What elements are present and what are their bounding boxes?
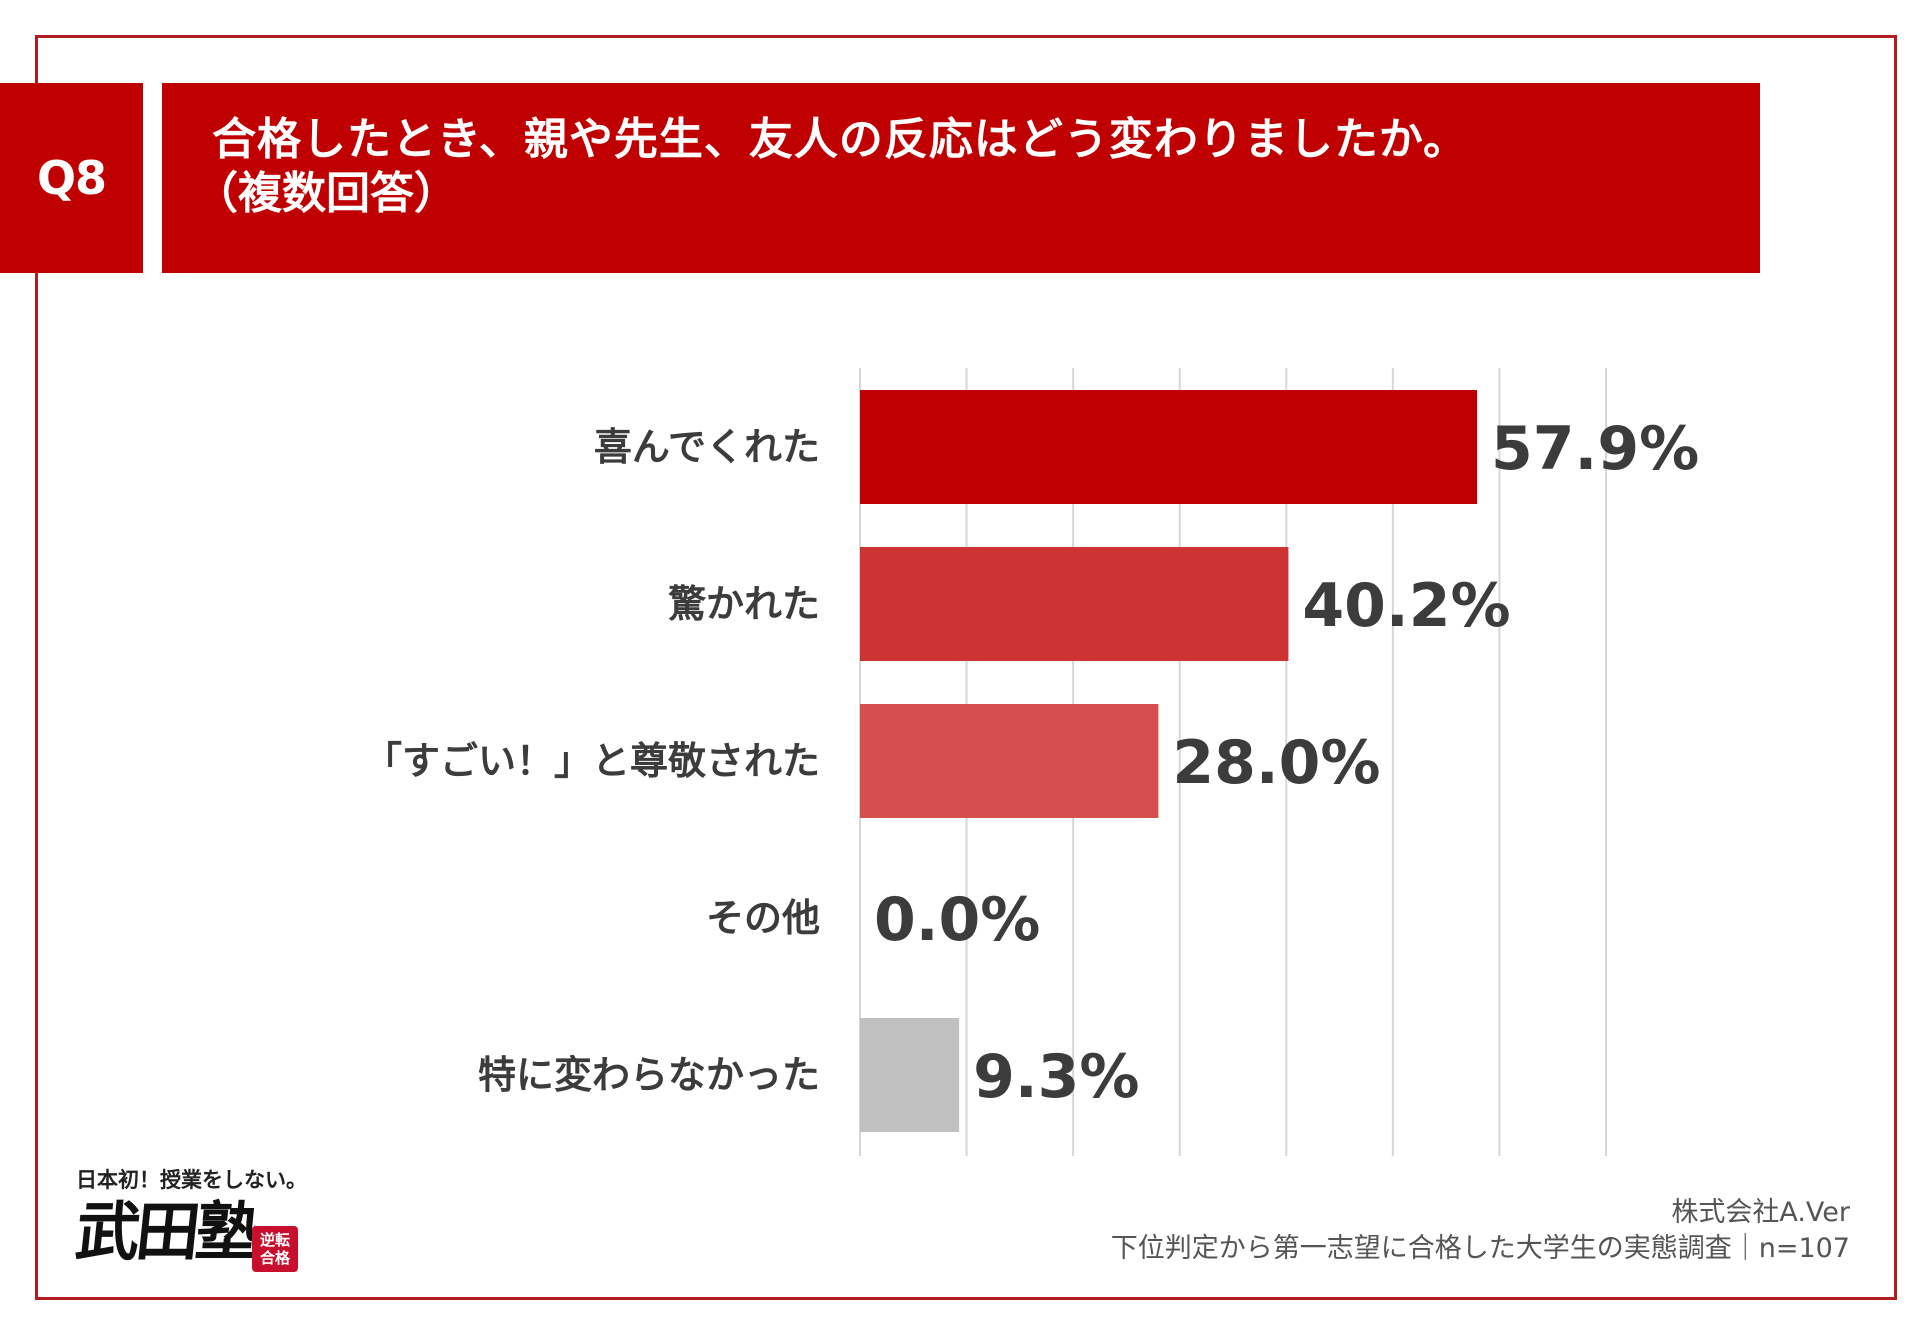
question-text: 合格したとき、親や先生、友人の反応はどう変わりましたか。 xyxy=(212,114,1469,165)
question-number: Q8 xyxy=(36,151,107,205)
value-label: 40.2% xyxy=(1302,571,1510,641)
bar xyxy=(860,704,1159,818)
question-note: （複数回答） xyxy=(194,168,458,219)
category-label: 「すごい！」と尊敬された xyxy=(364,739,820,783)
category-label: 驚かれた xyxy=(668,582,820,626)
chart-frame xyxy=(35,35,1897,1300)
logo-tagline: 日本初！授業をしない。 xyxy=(76,1167,307,1192)
category-label: その他 xyxy=(706,896,820,940)
value-labels: 57.9% 40.2% 28.0% 0.0% 9.3% xyxy=(874,414,1699,1112)
logo-brand: 武田塾 xyxy=(72,1195,260,1270)
value-label: 28.0% xyxy=(1172,728,1380,798)
takedajuku-logo: 日本初！授業をしない。 武田塾 逆転合格 xyxy=(72,1164,326,1284)
credits: 株式会社A.Ver 下位判定から第一志望に合格した大学生の実態調査｜n=107 xyxy=(1111,1195,1850,1267)
survey-description: 下位判定から第一志望に合格した大学生の実態調査｜n=107 xyxy=(1110,1233,1850,1264)
category-label: 喜んでくれた xyxy=(594,425,820,469)
bars xyxy=(860,390,1478,1132)
question-number-badge: Q8 xyxy=(0,83,143,273)
value-label: 0.0% xyxy=(874,885,1040,955)
value-label: 57.9% xyxy=(1491,414,1699,484)
bar xyxy=(860,1018,960,1132)
category-label: 特に変わらなかった xyxy=(478,1053,820,1097)
logo-stamp: 逆転合格 xyxy=(252,1226,298,1272)
company-name: 株式会社A.Ver xyxy=(1671,1197,1850,1228)
bar xyxy=(860,390,1478,504)
bar xyxy=(860,547,1289,661)
question-banner: 合格したとき、親や先生、友人の反応はどう変わりましたか。 （複数回答） xyxy=(162,83,1760,273)
value-label: 9.3% xyxy=(973,1042,1139,1112)
